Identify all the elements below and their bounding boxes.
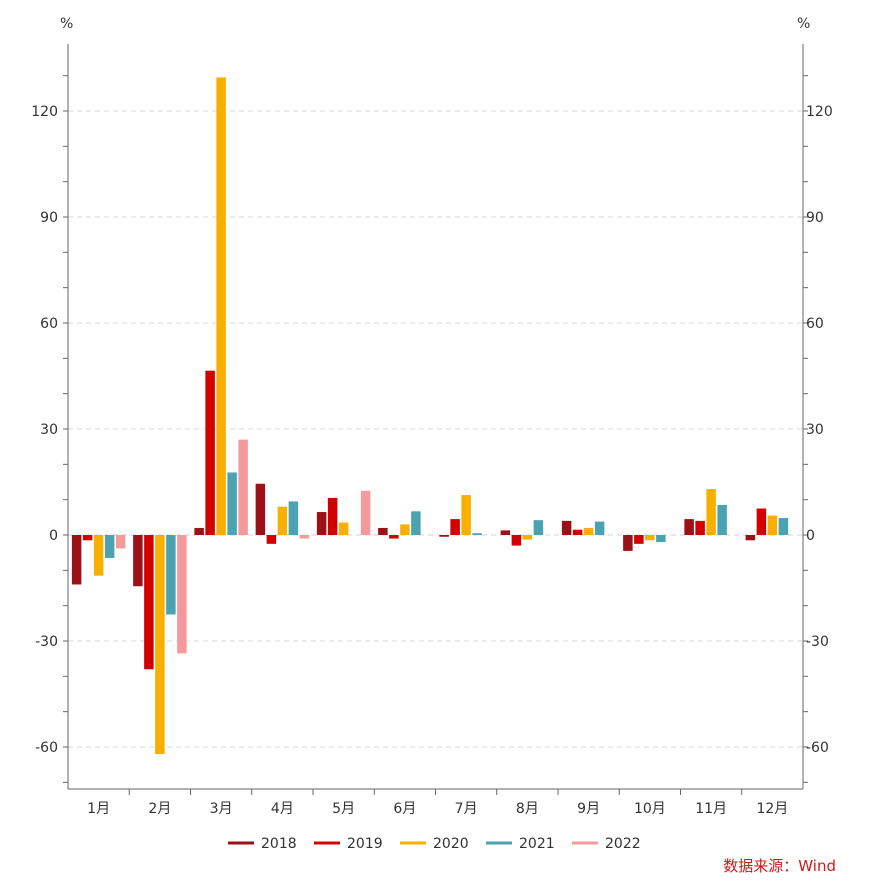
bar-2019-1 <box>82 535 93 541</box>
bar-2021-2 <box>166 535 176 615</box>
x-tick-label: 7月 <box>455 801 478 817</box>
bar-2018-3 <box>194 527 204 535</box>
bar-2019-3 <box>205 370 215 535</box>
bars <box>71 77 789 755</box>
bar-2022-5 <box>360 490 371 535</box>
bar-2021-6 <box>411 511 421 535</box>
bar-2019-6 <box>389 535 399 539</box>
bar-2019-8 <box>511 535 522 546</box>
bar-2021-10 <box>656 535 666 543</box>
bar-2018-9 <box>561 520 572 535</box>
bar-2018-8 <box>500 530 511 535</box>
bar-2020-9 <box>583 527 594 535</box>
x-tick-label: 5月 <box>332 801 355 817</box>
data-source-note: 数据来源：Wind <box>723 857 836 875</box>
right-unit-label: % <box>797 16 810 32</box>
bar-2019-4 <box>266 535 277 544</box>
y-tick-label-left: 0 <box>49 528 58 544</box>
bar-2019-12 <box>756 508 767 535</box>
y-tick-label-left: 90 <box>40 210 58 226</box>
bar-2021-8 <box>533 520 544 535</box>
bar-2018-11 <box>684 519 694 535</box>
bar-2018-2 <box>133 535 143 587</box>
legend-label-2018: 2018 <box>261 836 297 852</box>
bar-2022-2 <box>177 535 187 654</box>
left-unit-label: % <box>60 16 73 32</box>
y-tick-label-left: 120 <box>31 104 58 120</box>
bar-2018-1 <box>71 535 82 585</box>
legend-label-2020: 2020 <box>433 836 469 852</box>
bar-2018-4 <box>255 483 266 535</box>
y-tick-label-right: 60 <box>806 316 824 332</box>
bar-2022-3 <box>238 439 248 535</box>
bar-2020-1 <box>93 535 104 576</box>
y-tick-label-right: 90 <box>806 210 824 226</box>
axes <box>63 44 808 795</box>
grid-lines <box>68 110 803 748</box>
bar-2019-7 <box>450 519 460 535</box>
bar-2021-7 <box>472 533 482 535</box>
legend-label-2019: 2019 <box>347 836 383 852</box>
x-tick-label: 4月 <box>271 801 294 817</box>
bar-2022-4 <box>299 535 310 539</box>
bar-2020-6 <box>400 524 410 535</box>
tick-labels: -60 -60 -30 -30 0 0 30 30 60 60 90 90 120 120 1月 2月 3月 4月… <box>31 104 832 817</box>
bar-2021-12 <box>778 518 789 535</box>
bar-2021-9 <box>594 521 605 535</box>
bar-2019-10 <box>634 535 644 544</box>
bar-2020-8 <box>522 535 533 540</box>
bar-2019-5 <box>327 497 338 535</box>
bar-2021-1 <box>104 535 115 558</box>
x-tick-label: 2月 <box>148 801 171 817</box>
bar-2020-10 <box>645 535 655 541</box>
y-tick-label-left: 30 <box>40 422 58 438</box>
bar-2019-9 <box>572 529 583 535</box>
x-tick-label: 11月 <box>695 801 727 817</box>
x-tick-label: 8月 <box>516 801 539 817</box>
x-tick-label: 6月 <box>393 801 416 817</box>
bar-2021-11 <box>717 504 727 535</box>
y-tick-label-left: -30 <box>35 634 58 650</box>
x-tick-label: 12月 <box>756 801 788 817</box>
bar-2019-11 <box>695 520 705 535</box>
bar-2020-11 <box>706 489 716 535</box>
bar-2018-7 <box>439 535 449 537</box>
bar-2020-5 <box>338 522 349 535</box>
bar-2022-1 <box>115 535 126 549</box>
bar-2018-10 <box>623 535 633 551</box>
y-tick-label-right: 0 <box>806 528 815 544</box>
bar-2021-3 <box>227 472 237 535</box>
x-tick-label: 10月 <box>634 801 666 817</box>
y-tick-label-right: 30 <box>806 422 824 438</box>
bar-2020-3 <box>216 77 226 535</box>
bar-2018-12 <box>745 535 756 541</box>
x-tick-label: 3月 <box>210 801 233 817</box>
bar-2020-7 <box>461 495 471 535</box>
legend-label-2021: 2021 <box>519 836 555 852</box>
legend-label-2022: 2022 <box>605 836 641 852</box>
x-tick-label: 9月 <box>577 801 600 817</box>
bar-2021-4 <box>288 501 299 535</box>
y-tick-label-right: -60 <box>806 740 829 756</box>
y-tick-label-left: -60 <box>35 740 58 756</box>
bar-2020-2 <box>155 535 165 755</box>
bar-2018-5 <box>316 512 327 535</box>
bar-2020-4 <box>277 506 288 535</box>
bar-2018-6 <box>378 527 388 535</box>
legend: 2018 2019 2020 2021 2022 <box>228 836 641 852</box>
y-tick-label-left: 60 <box>40 316 58 332</box>
x-tick-label: 1月 <box>87 801 110 817</box>
bar-2019-2 <box>144 535 154 670</box>
y-tick-label-right: -30 <box>806 634 829 650</box>
y-tick-label-right: 120 <box>806 104 833 120</box>
bar-2020-12 <box>767 515 778 535</box>
